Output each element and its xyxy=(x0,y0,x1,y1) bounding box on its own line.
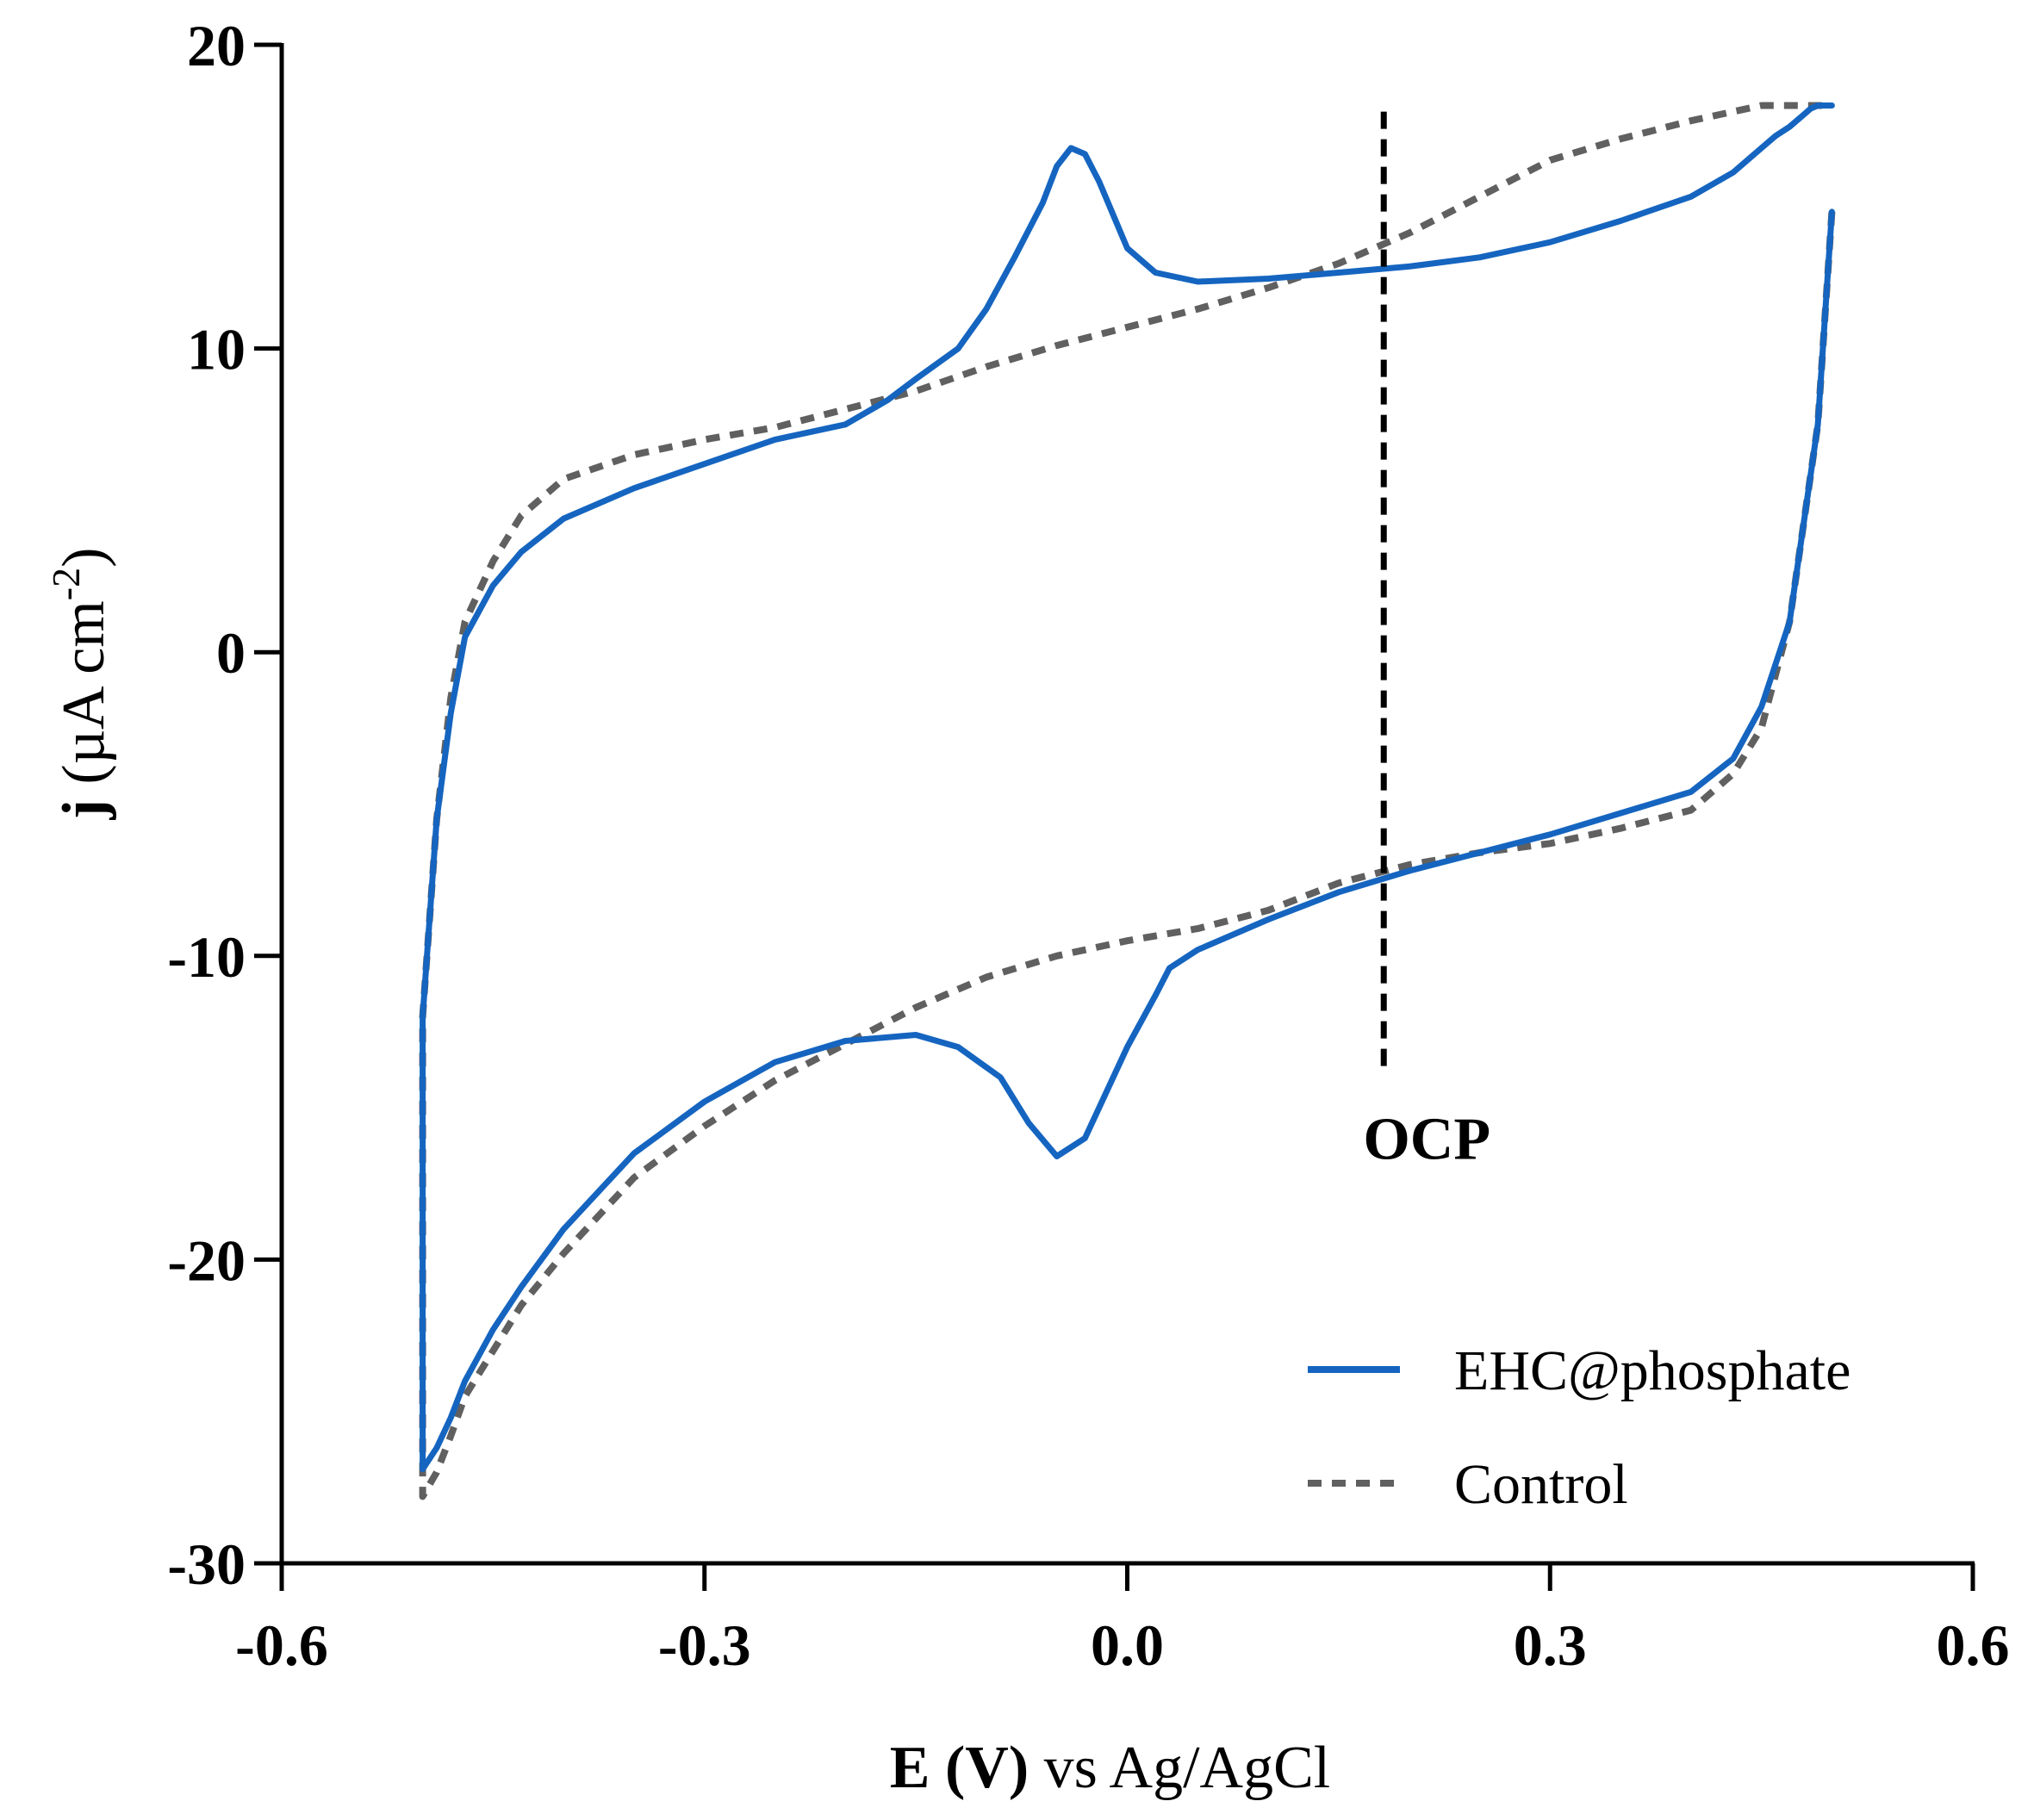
legend-label-control: Control xyxy=(1454,1453,1628,1516)
y-axis-title: j (µA cm-2) xyxy=(44,548,117,821)
y-tick-label: 20 xyxy=(187,13,246,78)
x-axis-title-rest: vs Ag/AgCl xyxy=(1029,1735,1330,1801)
ocp-label: OCP xyxy=(1363,1106,1490,1172)
y-axis-title-unit: (µA cm xyxy=(51,600,117,799)
x-axis-title-bold: E (V) xyxy=(890,1735,1029,1801)
y-axis-title-close: ) xyxy=(51,548,117,568)
x-tick-label: 0.0 xyxy=(1091,1612,1164,1678)
x-tick-label: -0.6 xyxy=(235,1612,328,1678)
y-tick-label: -30 xyxy=(167,1531,246,1597)
x-tick-label: 0.3 xyxy=(1514,1612,1587,1678)
y-tick-label: -20 xyxy=(167,1227,246,1293)
y-axis-title-symbol: j xyxy=(51,799,117,820)
annotation-layer: OCP xyxy=(1363,111,1490,1172)
x-axis-title: E (V) vs Ag/AgCl xyxy=(890,1735,1330,1801)
axes-layer: -0.6 -0.3 0.0 0.3 0.6 -30 -20 -10 0 10 20 E (V) vs … xyxy=(44,13,2010,1801)
x-tick-label: 0.6 xyxy=(1937,1612,2010,1678)
y-axis-title-group: j (µA cm-2) xyxy=(44,548,117,821)
legend-label-ehc-phosphate: EHC@phosphate xyxy=(1454,1339,1851,1402)
y-tick-label: 10 xyxy=(187,317,246,382)
series-line-ehc-phosphate xyxy=(420,102,1835,1473)
series-layer xyxy=(419,102,1836,1500)
y-tick-label: -10 xyxy=(167,924,246,990)
y-tick-label: 0 xyxy=(216,620,246,686)
series-line-control xyxy=(419,102,1836,1500)
x-tick-label: -0.3 xyxy=(658,1612,751,1678)
y-axis-title-superscript: -2 xyxy=(44,568,88,600)
legend: EHC@phosphate Control xyxy=(1308,1339,1851,1516)
